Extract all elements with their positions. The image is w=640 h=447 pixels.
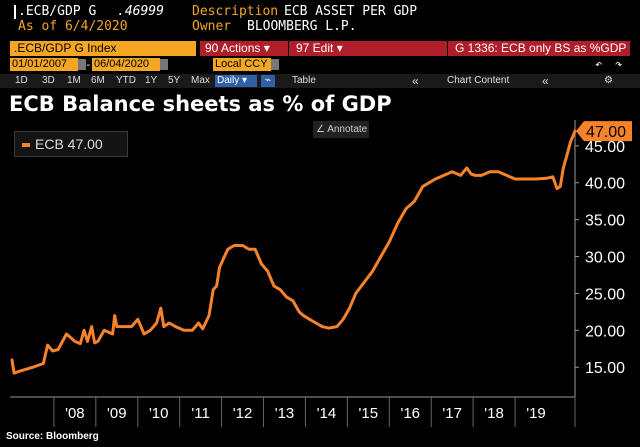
y-tick-label: 30.00 [585, 250, 625, 267]
range-dash: - [85, 58, 92, 71]
graph-title-field[interactable]: G 1336: ECB only BS as %GDP [455, 41, 627, 55]
description-value: ECB ASSET PER GDP [284, 4, 418, 19]
line-chart-icon[interactable]: ⌁ [261, 75, 275, 87]
calendar-icon[interactable] [78, 59, 86, 70]
collapse-left-icon[interactable]: « [412, 74, 419, 88]
y-tick-label: 35.00 [585, 213, 625, 230]
x-tick-label: '09 [107, 405, 127, 422]
x-tick-label: '12 [233, 405, 253, 422]
x-tick-label: '17 [442, 405, 462, 422]
y-tick-label: 40.00 [585, 176, 625, 193]
x-tick-label: '16 [400, 405, 420, 422]
period-6m[interactable]: 6M [91, 75, 105, 86]
x-tick-label: '10 [149, 405, 169, 422]
menu-bar: .ECB/GDP G Index 90 Actions ▾ 97 Edit ▾ … [0, 40, 640, 57]
period-5y[interactable]: 5Y [168, 75, 181, 86]
annotate-button[interactable]: ∠ Annotate [313, 121, 369, 138]
date-range-bar: 01/01/2007 - 06/04/2020 Local CCY ↶ ↷ [0, 58, 640, 72]
ticker-marker [14, 5, 16, 19]
menu-bar-background [200, 41, 630, 56]
x-tick-label: '13 [275, 405, 295, 422]
redo-icon[interactable]: ↷ [615, 57, 623, 71]
legend-label: ECB 47.00 [35, 136, 103, 152]
chart-content-button[interactable]: Chart Content [447, 75, 510, 86]
y-tick-label: 45.00 [585, 139, 625, 156]
start-date-input[interactable]: 01/01/2007 [10, 58, 78, 71]
y-tick-label: 15.00 [585, 360, 625, 377]
menu-divider [288, 41, 289, 56]
chart-title: ECB Balance sheets as % of GDP [9, 92, 392, 116]
actions-menu[interactable]: 90 Actions ▾ [205, 41, 270, 55]
ticker-label[interactable]: .ECB/GDP G [18, 4, 97, 19]
frequency-select[interactable]: Daily ▾ [215, 75, 257, 87]
description-label: Description [192, 4, 279, 19]
owner-value: BLOOMBERG L.P. [247, 19, 357, 34]
end-date-input[interactable]: 06/04/2020 [92, 58, 160, 71]
gear-icon[interactable]: ⚙ [604, 75, 613, 86]
series-line-ecb [10, 129, 577, 375]
x-tick-label: '11 [191, 405, 209, 422]
last-value-label: 47.00 [586, 124, 626, 141]
x-tick-label: '19 [526, 405, 546, 422]
currency-select[interactable]: Local CCY [213, 58, 271, 71]
x-tick-label: '14 [317, 405, 337, 422]
y-tick-label: 20.00 [585, 323, 625, 340]
collapse-right-icon[interactable]: « [542, 74, 549, 88]
chart-legend[interactable]: ECB 47.00 [14, 131, 128, 157]
security-field[interactable]: .ECB/GDP G Index [10, 41, 196, 56]
calendar-icon[interactable] [160, 59, 168, 70]
period-1d[interactable]: 1D [15, 75, 28, 86]
y-tick-label: 25.00 [585, 286, 625, 303]
period-1m[interactable]: 1M [67, 75, 81, 86]
last-value-tag [576, 121, 632, 142]
owner-label: Owner [192, 19, 232, 34]
menu-divider [447, 41, 448, 56]
as-of-date: As of 6/4/2020 [18, 19, 128, 34]
undo-icon[interactable]: ↶ [595, 57, 603, 71]
x-tick-label: '08 [65, 405, 85, 422]
chevron-down-icon[interactable] [271, 59, 279, 70]
legend-swatch [22, 143, 30, 147]
table-button[interactable]: Table [292, 75, 316, 86]
edit-menu[interactable]: 97 Edit ▾ [296, 41, 343, 55]
period-3d[interactable]: 3D [42, 75, 55, 86]
period-1y[interactable]: 1Y [145, 75, 158, 86]
x-tick-label: '15 [359, 405, 379, 422]
source-note: Source: Bloomberg [6, 431, 99, 442]
period-ytd[interactable]: YTD [116, 75, 136, 86]
security-header: .ECB/GDP G .46999 Description ECB ASSET … [0, 0, 640, 34]
x-tick-label: '18 [484, 405, 504, 422]
period-toolbar: 1D 3D 1M 6M YTD 1Y 5Y Max Daily ▾ ⌁ Tabl… [0, 74, 640, 88]
last-price: .46999 [117, 4, 164, 19]
period-max[interactable]: Max [191, 75, 210, 86]
